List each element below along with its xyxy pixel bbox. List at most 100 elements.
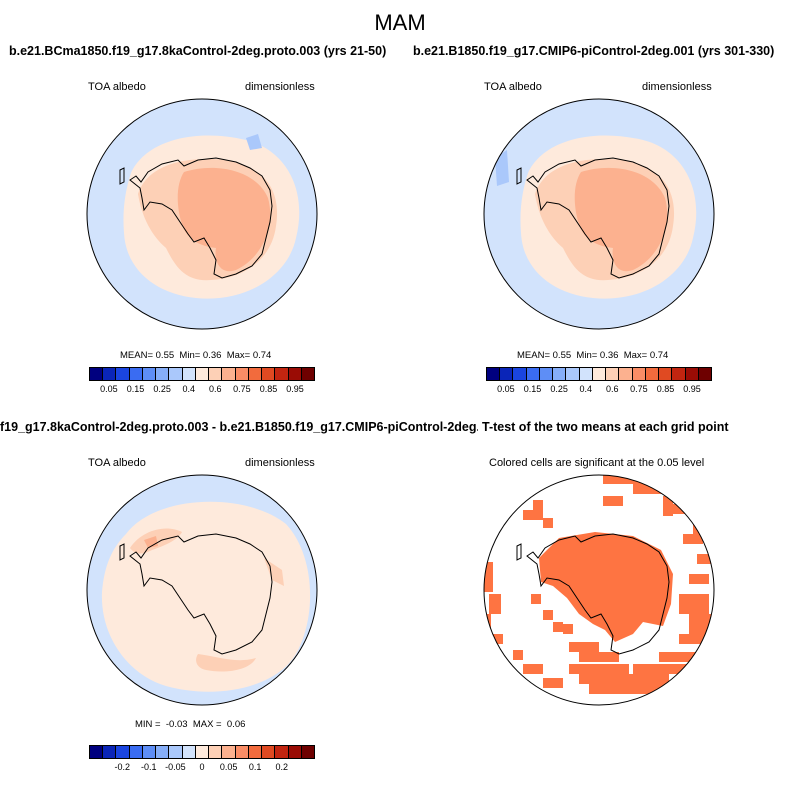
panel3-colorbar-cell: [222, 746, 236, 758]
panel2-colorbar-cell: [685, 368, 699, 380]
panel1-min-label: Min=: [179, 350, 201, 361]
significant-cell: [523, 664, 543, 674]
panel2-colorbar-cell: [659, 368, 673, 380]
panel3-colorbar-cell: [262, 746, 276, 758]
panel2-colorbar-tick-label: 0.25: [550, 384, 568, 394]
significant-cell: [523, 510, 543, 520]
panel2-coastline: [516, 157, 670, 279]
panel1-colorbar-cell: [248, 368, 263, 380]
panel1-left-label: TOA albedo: [88, 81, 146, 93]
significant-cell: [679, 634, 709, 644]
panel3-colorbar-tick-label: -0.2: [114, 762, 130, 772]
panel2-colorbar-ticks: 0.05 0.15 0.25 0.4 0.6 0.75 0.85 0.95: [486, 381, 712, 395]
panel3-colorbar-cell: [235, 746, 249, 758]
significant-cell: [663, 496, 673, 516]
panel3-colorbar-cell: [209, 746, 223, 758]
panel3-colorbar-ticks: -0.2 -0.1 -0.05 0 0.05 0.1 0.2: [89, 759, 315, 773]
panel3-colorbar: -0.2 -0.1 -0.05 0 0.05 0.1 0.2: [89, 745, 315, 773]
panel3-colorbar-cell: [156, 746, 170, 758]
panel1-colorbar-cell: [116, 368, 130, 380]
panel3-min-label: MIN =: [135, 719, 161, 730]
panel1-pale-low-albedo: [246, 134, 262, 150]
panel3-colorbar-cell: [116, 746, 130, 758]
panel1-right-label: dimensionless: [245, 81, 315, 93]
significant-cell: [543, 518, 553, 528]
panel2-colorbar-cell: [672, 368, 686, 380]
significant-cell: [659, 652, 699, 662]
significant-cell: [493, 634, 503, 644]
panel3-colorbar-tick-label: 0.1: [248, 762, 262, 772]
significant-cell: [489, 594, 501, 614]
significant-cell: [589, 684, 679, 694]
significant-cell: [689, 574, 709, 584]
panel1-colorbar-tick-label: 0.75: [233, 384, 251, 394]
significant-cell: [539, 532, 673, 642]
season-title: MAM: [374, 10, 426, 35]
panel1-colorbar-cell: [103, 368, 117, 380]
panel3-colorbar-tick-label: -0.1: [141, 762, 157, 772]
panel1-colorbar-cell: [262, 368, 276, 380]
significant-cell: [603, 496, 623, 506]
panel3-max: 0.06: [226, 719, 246, 730]
panel1-colorbar-tick-label: 0.15: [126, 384, 145, 394]
panel1-colorbar-cells: [89, 367, 315, 381]
panel2-colorbar-cell: [619, 368, 633, 380]
significant-cell: [543, 610, 553, 620]
panel1-colorbar-tick-label: 0.95: [286, 384, 304, 394]
panel2-colorbar-tick-label: 0.15: [523, 384, 542, 394]
panel2-mean: 0.55: [552, 350, 572, 361]
significant-cell: [531, 594, 541, 604]
panel3-colorbar-cell: [182, 746, 196, 758]
panel3-colorbar-cell: [288, 746, 302, 758]
significant-cell: [679, 594, 709, 614]
panel4-title: T-test of the two means at each grid poi…: [482, 420, 729, 434]
panel1-coastline: [119, 157, 273, 279]
panel3-min: -0.03: [165, 719, 188, 730]
panel3-colorbar-cell: [248, 746, 263, 758]
panel1-colorbar-cell: [156, 368, 170, 380]
significant-cell: [653, 475, 673, 482]
significant-cell: [633, 664, 693, 674]
significant-cell: [533, 500, 543, 510]
panel2-title: b.e21.B1850.f19_g17.CMIP6-piControl-2deg…: [413, 44, 775, 58]
panel1-colorbar-tick-label: 0.4: [182, 384, 195, 394]
panel1-colorbar-cell: [182, 368, 196, 380]
panel3-left-label: TOA albedo: [88, 457, 146, 469]
panel2-left-label: TOA albedo: [484, 81, 542, 93]
panel3-colorbar-tick-label: -0.05: [165, 762, 186, 772]
panel2-colorbar-cell: [539, 368, 554, 380]
significant-cell: [673, 504, 693, 514]
panel3-colorbar-cells: [89, 745, 315, 759]
significant-cell: [697, 554, 714, 564]
panel2-colorbar-cell: [487, 368, 501, 380]
panel2-colorbar: 0.05 0.15 0.25 0.4 0.6 0.75 0.85 0.95: [486, 367, 712, 395]
panel3-map: [86, 474, 318, 706]
panel3-colorbar-cell: [129, 746, 143, 758]
panel1-max: 0.74: [252, 350, 272, 361]
panel2-colorbar-tick-label: 0.6: [606, 384, 619, 394]
panel1-mean: 0.55: [155, 350, 175, 361]
panel2-stats: MEAN= 0.55 Min= 0.36 Max= 0.74: [517, 350, 668, 361]
panel4-coastline: [516, 533, 670, 655]
panel3-colorbar-cell: [301, 746, 314, 758]
panel3-weddell-peak: [144, 536, 158, 548]
panel2-colorbar-tick-label: 0.95: [683, 384, 701, 394]
panel2-colorbar-cell: [553, 368, 567, 380]
panel1-map: [86, 98, 318, 330]
significant-cell: [683, 534, 703, 544]
panel2-colorbar-cell: [698, 368, 711, 380]
panel3-colorbar-tick-label: 0.2: [275, 762, 289, 772]
panel1-colorbar-tick-label: 0.85: [259, 384, 278, 394]
panel2-colorbar-tick-label: 0.85: [656, 384, 675, 394]
panel2-plateau-fill: [574, 167, 668, 272]
panel3-colorbar-tick-label: 0.05: [219, 762, 238, 772]
panel1-colorbar: 0.05 0.15 0.25 0.4 0.6 0.75 0.85 0.95: [89, 367, 315, 395]
panel3-colorbar-cell: [275, 746, 289, 758]
panel1-colorbar-cell: [90, 368, 104, 380]
significant-cell: [569, 664, 629, 674]
panel3-ross-anomaly: [196, 654, 256, 672]
panel1-colorbar-cell: [169, 368, 183, 380]
panel1-colorbar-cell: [222, 368, 236, 380]
significant-cell: [579, 674, 669, 684]
panel2-colorbar-cell: [566, 368, 580, 380]
